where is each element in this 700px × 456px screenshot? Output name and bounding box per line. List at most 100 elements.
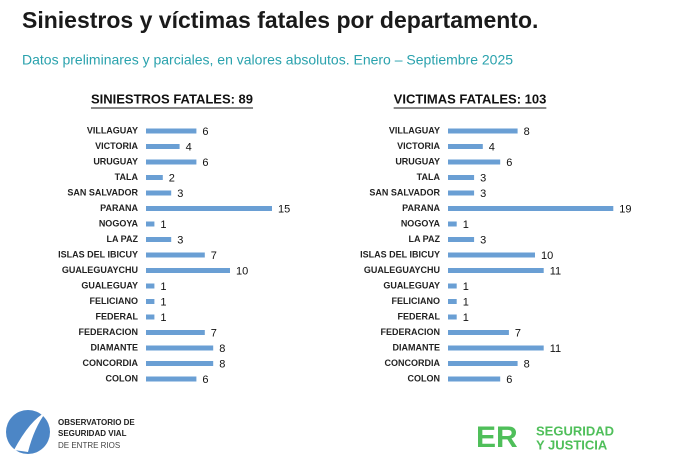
bar <box>146 159 197 165</box>
value-label: 7 <box>211 250 217 262</box>
category-label: VILLAGUAY <box>389 125 440 135</box>
chart-title: VICTIMAS FATALES: 103 <box>394 91 547 106</box>
category-label: TALA <box>115 172 139 182</box>
bar <box>448 330 509 335</box>
category-label: TALA <box>417 172 441 182</box>
brand-text: Y JUSTICIA <box>536 437 608 452</box>
value-label: 4 <box>489 141 495 153</box>
bar <box>448 299 457 304</box>
bar <box>146 283 155 289</box>
value-label: 10 <box>236 265 248 277</box>
value-label: 19 <box>619 203 631 215</box>
value-label: 1 <box>463 281 469 293</box>
category-label: LA PAZ <box>409 234 441 244</box>
bar <box>448 345 544 351</box>
value-label: 8 <box>219 358 225 370</box>
bar <box>448 190 475 196</box>
value-label: 7 <box>515 327 521 339</box>
category-label: ISLAS DEL IBICUY <box>58 249 138 259</box>
category-label: GUALEGUAYCHU <box>364 265 440 275</box>
value-label: 1 <box>160 281 166 293</box>
bar <box>146 237 172 242</box>
bar <box>146 221 155 227</box>
value-label: 1 <box>463 296 469 308</box>
bar <box>146 376 197 382</box>
value-label: 11 <box>550 343 561 355</box>
observatory-line: OBSERVATORIO DE <box>58 418 135 427</box>
bar <box>448 175 475 180</box>
category-label: DIAMANTE <box>91 342 139 352</box>
bar <box>146 190 172 196</box>
value-label: 8 <box>524 126 530 138</box>
value-label: 8 <box>524 358 530 370</box>
category-label: FELICIANO <box>392 296 441 306</box>
bar <box>146 128 197 134</box>
category-label: SAN SALVADOR <box>369 187 440 197</box>
value-label: 15 <box>278 203 290 215</box>
category-label: FEDERAL <box>96 311 139 321</box>
bar <box>448 376 501 382</box>
category-label: NOGOYA <box>401 218 441 228</box>
logo-road <box>14 412 46 452</box>
category-label: COLON <box>106 373 139 383</box>
value-label: 1 <box>160 296 166 308</box>
observatory-line: DE ENTRE RIOS <box>58 441 120 450</box>
bar <box>448 206 614 211</box>
bar <box>146 268 230 273</box>
value-label: 1 <box>160 219 166 231</box>
bar <box>448 221 457 227</box>
bar <box>448 252 535 258</box>
bar <box>448 361 518 366</box>
category-label: PARANA <box>100 203 138 213</box>
category-label: URUGUAY <box>395 156 440 166</box>
value-label: 8 <box>219 343 225 355</box>
brand-mark: ER <box>476 421 518 454</box>
bar <box>146 144 180 149</box>
category-label: VICTORIA <box>397 141 440 151</box>
bar <box>146 299 155 304</box>
observatory-line: SEGURIDAD VIAL <box>58 429 127 438</box>
bar <box>448 144 483 149</box>
brand-text: SEGURIDAD <box>536 423 614 438</box>
category-label: FEDERAL <box>398 311 441 321</box>
value-label: 3 <box>177 234 183 246</box>
value-label: 3 <box>480 234 486 246</box>
category-label: VICTORIA <box>95 141 138 151</box>
page-subtitle: Datos preliminares y parciales, en valor… <box>22 52 513 68</box>
value-label: 3 <box>480 188 486 200</box>
observatory-logo: OBSERVATORIO DE SEGURIDAD VIAL DE ENTRE … <box>6 410 135 454</box>
category-label: VILLAGUAY <box>87 125 138 135</box>
value-label: 10 <box>541 250 553 262</box>
bar <box>448 237 475 242</box>
category-label: FEDERACION <box>78 327 138 337</box>
category-label: GUALEGUAYCHU <box>62 265 138 275</box>
value-label: 7 <box>211 327 217 339</box>
category-label: URUGUAY <box>93 156 138 166</box>
value-label: 4 <box>186 141 192 153</box>
bar <box>146 345 214 351</box>
bar <box>146 175 163 180</box>
value-label: 3 <box>177 188 183 200</box>
value-label: 6 <box>202 374 208 386</box>
category-label: CONCORDIA <box>385 358 441 368</box>
value-label: 6 <box>506 374 512 386</box>
value-label: 6 <box>202 126 208 138</box>
bar <box>448 283 457 289</box>
category-label: CONCORDIA <box>83 358 139 368</box>
bar <box>146 252 205 258</box>
bar <box>448 128 518 134</box>
category-label: GUALEGUAY <box>81 280 138 290</box>
bar <box>448 268 544 273</box>
category-label: FEDERACION <box>380 327 440 337</box>
category-label: FELICIANO <box>90 296 139 306</box>
category-label: COLON <box>408 373 441 383</box>
bar <box>448 314 457 320</box>
value-label: 6 <box>202 157 208 169</box>
category-label: PARANA <box>402 203 440 213</box>
value-label: 6 <box>506 157 512 169</box>
category-label: NOGOYA <box>99 218 139 228</box>
bar <box>146 314 155 320</box>
